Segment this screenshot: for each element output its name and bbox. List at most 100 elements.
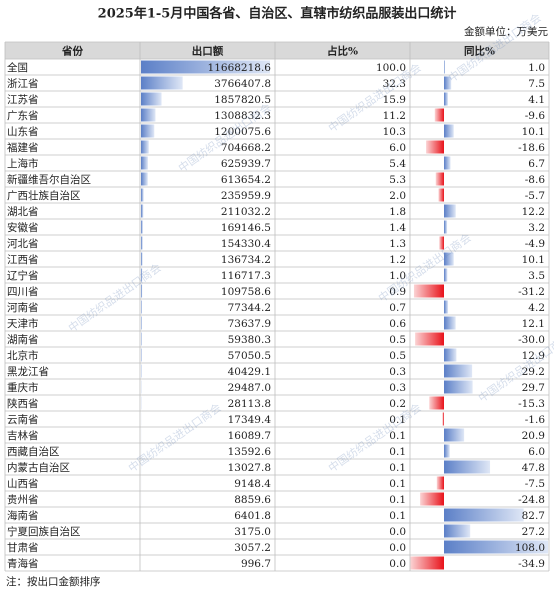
province-cell: 广东省	[7, 109, 39, 122]
yoy-bar	[442, 412, 444, 426]
number-cell: 12.1	[522, 318, 545, 330]
yoy-bar	[413, 284, 444, 298]
number-cell: 73637.9	[228, 318, 271, 330]
export-bar	[141, 300, 142, 314]
province-cell: 浙江省	[7, 77, 39, 90]
number-cell: 0.0	[389, 558, 406, 570]
number-cell: 3057.2	[234, 542, 271, 554]
province-cell: 上海市	[7, 157, 39, 170]
number-cell: -1.6	[525, 414, 546, 426]
header-cell: 占比%	[327, 45, 358, 58]
province-cell: 内蒙古自治区	[7, 461, 70, 474]
number-cell: 3.5	[528, 270, 545, 282]
province-cell: 陕西省	[7, 397, 39, 410]
province-cell: 河南省	[7, 301, 39, 314]
province-cell: 黑龙江省	[7, 365, 49, 378]
province-cell: 山西省	[7, 477, 39, 490]
number-cell: 5.3	[389, 174, 406, 186]
number-cell: 6.7	[528, 158, 545, 170]
number-cell: 8859.6	[234, 494, 271, 506]
number-cell: -24.8	[518, 494, 545, 506]
export-bar	[141, 236, 143, 250]
header-cell: 省份	[61, 45, 83, 58]
number-cell: 0.5	[389, 350, 406, 362]
yoy-bar	[410, 556, 444, 570]
number-cell: 17349.4	[228, 414, 272, 426]
number-cell: -8.6	[525, 174, 546, 186]
yoy-bar	[444, 508, 524, 522]
number-cell: 1.2	[389, 254, 406, 266]
number-cell: 77344.2	[228, 302, 271, 314]
yoy-bar	[436, 476, 444, 490]
export-bar	[141, 76, 183, 90]
yoy-bar	[438, 188, 444, 202]
unit: 金额单位：万美元	[464, 25, 548, 38]
yoy-bar	[444, 300, 449, 314]
number-cell: 3766407.8	[214, 78, 271, 90]
province-cell: 西藏自治区	[7, 445, 60, 458]
number-cell: -31.2	[518, 286, 545, 298]
yoy-bar	[444, 524, 471, 538]
province-cell: 山东省	[7, 125, 39, 138]
number-cell: 29487.0	[228, 382, 271, 394]
yoy-bar	[444, 76, 452, 90]
export-bar	[141, 316, 142, 330]
number-cell: 169146.5	[221, 222, 271, 234]
province-cell: 四川省	[7, 285, 39, 298]
number-cell: 10.3	[383, 126, 406, 138]
yoy-bar	[435, 172, 444, 186]
number-cell: 0.0	[389, 526, 406, 538]
number-cell: 136734.2	[221, 254, 271, 266]
yoy-bar	[415, 332, 444, 346]
export-bar	[141, 108, 156, 122]
number-cell: 0.3	[389, 366, 406, 378]
number-cell: 235959.9	[221, 190, 271, 202]
number-cell: 100.0	[376, 62, 406, 74]
yoy-bar	[439, 236, 444, 250]
export-bar	[141, 156, 148, 170]
province-cell: 北京市	[7, 349, 39, 362]
yoy-bar	[420, 492, 444, 506]
number-cell: 0.1	[389, 430, 406, 442]
number-cell: 40429.1	[228, 366, 271, 378]
number-cell: 16089.7	[228, 430, 271, 442]
number-cell: 211032.2	[221, 206, 271, 218]
yoy-bar	[444, 156, 451, 170]
number-cell: 0.3	[389, 382, 406, 394]
watermark: 中国纺织品进出口商会	[325, 400, 423, 475]
export-bar	[141, 188, 144, 202]
yoy-bar	[444, 268, 448, 282]
province-cell: 天津市	[7, 317, 39, 330]
number-cell: 7.5	[528, 78, 545, 90]
province-cell: 海南省	[7, 509, 39, 522]
number-cell: 116717.3	[221, 270, 271, 282]
number-cell: 0.1	[389, 494, 406, 506]
header-bg	[5, 42, 549, 59]
province-cell: 甘肃省	[7, 541, 39, 554]
province-cell: 重庆市	[7, 381, 39, 394]
header-cell: 出口额	[192, 45, 224, 58]
province-cell: 吉林省	[7, 429, 39, 442]
yoy-bar	[444, 60, 445, 74]
number-cell: 12.9	[522, 350, 545, 362]
export-bar	[141, 268, 143, 282]
number-cell: 154330.4	[221, 238, 271, 250]
watermark: 中国纺织品进出口商会	[325, 60, 423, 135]
note: 注：按出口金额排序	[6, 575, 101, 588]
number-cell: 0.6	[389, 318, 406, 330]
yoy-bar	[444, 428, 465, 442]
number-cell: -30.0	[518, 334, 545, 346]
number-cell: 0.0	[389, 542, 406, 554]
number-cell: 2.0	[389, 190, 406, 202]
number-cell: 0.1	[389, 414, 406, 426]
number-cell: 1308832.3	[214, 110, 271, 122]
number-cell: 11.2	[383, 110, 406, 122]
number-cell: 613654.2	[221, 174, 271, 186]
number-cell: 1.0	[389, 270, 406, 282]
number-cell: 0.1	[389, 510, 406, 522]
watermark: 中国纺织品进出口商会	[65, 260, 163, 335]
province-cell: 湖北省	[7, 205, 39, 218]
yoy-bar	[444, 124, 454, 138]
number-cell: 0.1	[389, 446, 406, 458]
